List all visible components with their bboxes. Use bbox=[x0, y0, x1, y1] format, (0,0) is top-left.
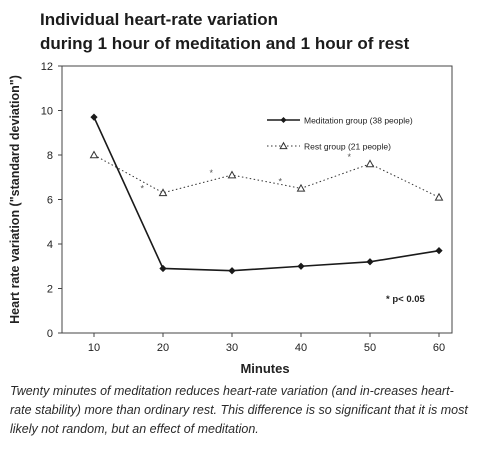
legend: Meditation group (38 people) Rest group (… bbox=[267, 116, 413, 152]
legend-meditation-label: Meditation group (38 people) bbox=[304, 116, 413, 126]
chart-title-line-1: Individual heart-rate variation bbox=[40, 10, 279, 29]
y-tick-label: 8 bbox=[47, 150, 53, 162]
p-value-annotation: * p< 0.05 bbox=[386, 294, 426, 305]
legend-rest-label: Rest group (21 people) bbox=[304, 142, 391, 152]
rest-group-point bbox=[296, 183, 306, 192]
meditation-group-line bbox=[93, 116, 440, 272]
series-rest-group bbox=[89, 150, 444, 201]
y-tick-label: 12 bbox=[41, 61, 53, 73]
x-tick-label: 30 bbox=[226, 342, 238, 354]
rest-group-point bbox=[434, 192, 444, 201]
meditation-group-point bbox=[228, 267, 236, 275]
y-axis-label: Heart rate variation ("standard deviatio… bbox=[8, 75, 22, 324]
significance-marker: * bbox=[210, 168, 214, 178]
figure-caption: Twenty minutes of meditation reduces hea… bbox=[10, 384, 468, 436]
meditation-group-point bbox=[297, 262, 305, 270]
significance-marker: * bbox=[279, 177, 283, 187]
plot-frame bbox=[61, 65, 453, 334]
chart-title: Individual heart-rate variation during 1… bbox=[40, 8, 470, 56]
rest-group-point bbox=[158, 188, 168, 197]
meditation-group-point bbox=[366, 258, 374, 266]
x-tick-label: 10 bbox=[88, 342, 100, 354]
meditation-group-point bbox=[90, 113, 98, 121]
y-tick-label: 4 bbox=[47, 239, 53, 251]
meditation-group-point bbox=[435, 247, 443, 255]
x-axis-label: Minutes bbox=[240, 361, 289, 376]
y-tick-label: 0 bbox=[47, 328, 53, 340]
y-tick-label: 6 bbox=[47, 195, 53, 207]
significance-marker: * bbox=[348, 152, 352, 162]
significance-marker: * bbox=[141, 183, 145, 193]
rest-group-point bbox=[227, 170, 237, 179]
rest-group-point bbox=[365, 159, 375, 168]
y-tick-label: 2 bbox=[47, 284, 53, 296]
y-tick-label: 10 bbox=[41, 106, 53, 118]
series-meditation-group bbox=[90, 113, 443, 275]
x-tick-label: 40 bbox=[295, 342, 307, 354]
legend-meditation-marker bbox=[280, 117, 287, 123]
rest-group-line bbox=[93, 154, 440, 198]
x-tick-label: 60 bbox=[433, 342, 445, 354]
x-tick-label: 20 bbox=[157, 342, 169, 354]
y-axis: 0 2 4 6 8 10 12 bbox=[41, 61, 62, 340]
line-chart: 0 2 4 6 8 10 12 10 20 30 40 50 60 Minutes Heart rate v… bbox=[8, 61, 453, 376]
x-axis: 10 20 30 40 50 60 bbox=[88, 333, 445, 354]
x-tick-label: 50 bbox=[364, 342, 376, 354]
legend-rest-marker bbox=[279, 141, 288, 150]
rest-group-point bbox=[89, 150, 99, 159]
chart-title-line-2: during 1 hour of meditation and 1 hour o… bbox=[40, 34, 410, 53]
meditation-group-point bbox=[159, 264, 167, 273]
